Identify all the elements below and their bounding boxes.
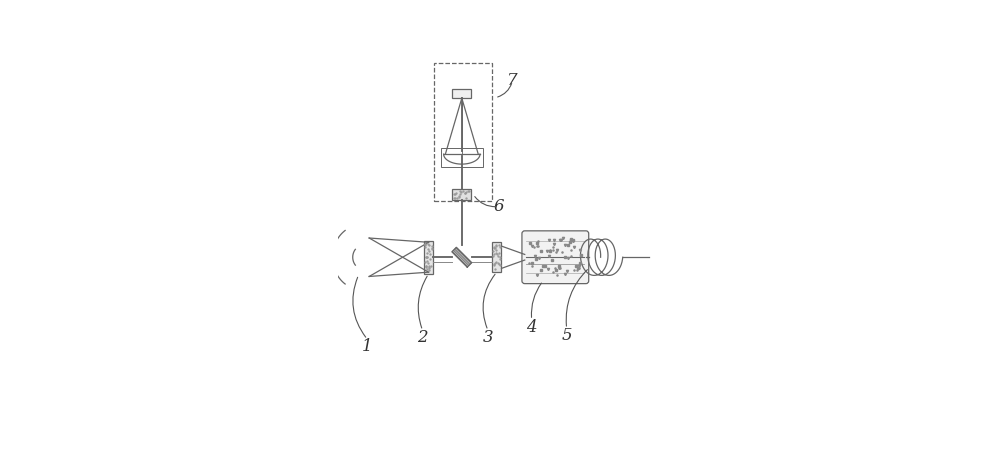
Polygon shape [452,247,472,267]
Bar [441,148,483,167]
Bar [434,63,492,201]
Text: 3: 3 [483,329,493,346]
Text: 4: 4 [526,319,537,336]
Bar [452,89,471,98]
Text: 1: 1 [362,338,373,355]
Bar [492,242,501,272]
Bar [452,189,471,200]
Bar [424,241,433,274]
Text: 7: 7 [507,72,518,89]
Text: 5: 5 [561,327,572,345]
FancyBboxPatch shape [522,231,589,284]
Text: 6: 6 [493,198,504,215]
Text: 2: 2 [417,329,428,346]
